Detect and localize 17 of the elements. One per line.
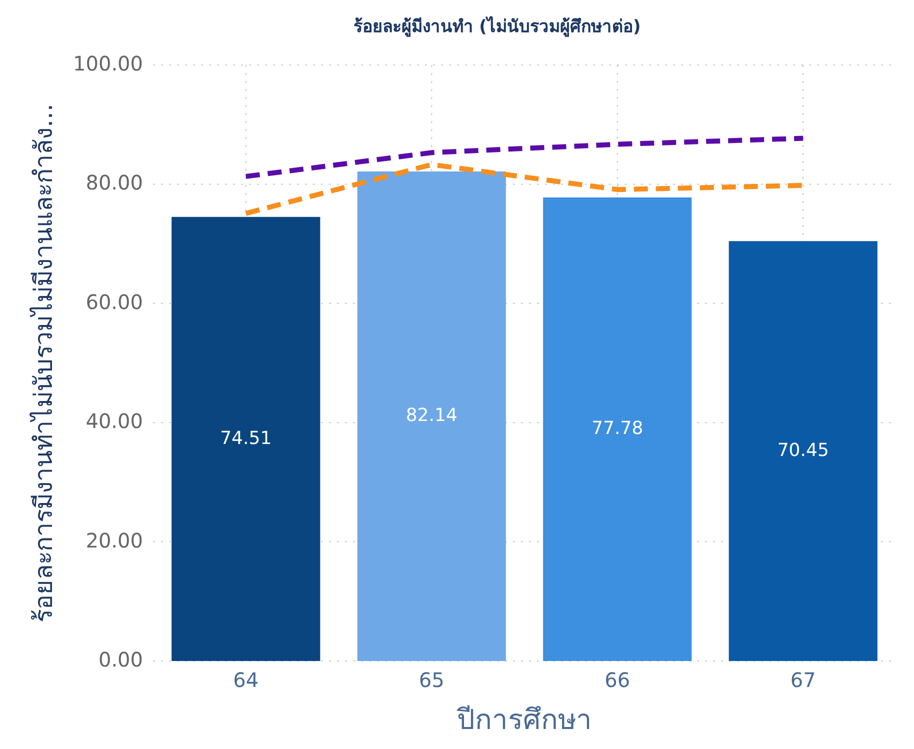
- y-axis-title: ร้อยละการมีงานทำไม่นับรวมไม่มีงานและกำลัง...: [29, 104, 58, 622]
- chart-title: ร้อยละผู้มีงานทำ (ไม่นับรวมผู้ศึกษาต่อ): [353, 16, 641, 38]
- y-tick-label: 80.00: [86, 170, 143, 195]
- x-tick-label: 65: [418, 668, 444, 692]
- y-tick-label: 20.00: [86, 528, 143, 552]
- y-tick-label: 100.00: [73, 51, 143, 76]
- data-label: 82.14: [406, 405, 458, 426]
- x-tick-label: 64: [233, 668, 259, 692]
- y-tick-label: 60.00: [86, 290, 143, 314]
- data-label: 77.78: [592, 418, 644, 440]
- x-tick-label: 67: [790, 668, 816, 692]
- data-label: 70.45: [777, 440, 829, 461]
- x-tick-label: 66: [604, 668, 630, 692]
- data-label: 74.51: [220, 428, 272, 449]
- x-axis-title: ปีการศึกษา: [456, 703, 592, 736]
- y-tick-label: 0.00: [98, 647, 143, 672]
- y-tick-label: 40.00: [86, 409, 143, 434]
